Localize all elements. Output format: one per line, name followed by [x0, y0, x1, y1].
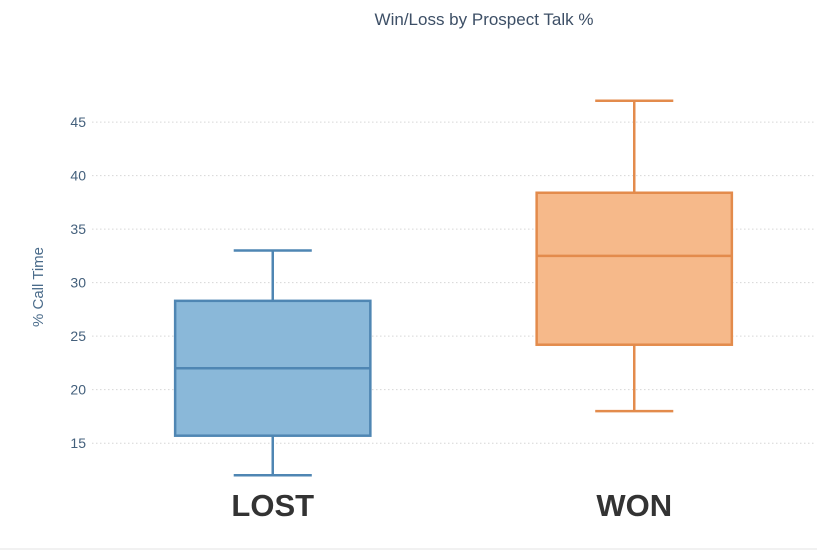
y-axis-label: % Call Time: [30, 247, 47, 327]
box-series: [173, 99, 734, 477]
y-tick-label-30: 30: [70, 275, 86, 291]
y-tick-label-40: 40: [70, 168, 86, 184]
category-labels: LOST WON: [231, 488, 672, 523]
category-label-won: WON: [596, 488, 672, 523]
box-won: [535, 99, 734, 413]
y-tick-label-15: 15: [70, 435, 86, 451]
category-label-lost: LOST: [231, 488, 314, 523]
y-tick-label-20: 20: [70, 382, 86, 398]
y-tick-label-45: 45: [70, 114, 86, 130]
y-axis-ticks: 15 20 25 30 35 40 45: [70, 114, 86, 451]
iqr-box-won: [535, 191, 734, 346]
y-tick-label-25: 25: [70, 328, 86, 344]
chart-title: Win/Loss by Prospect Talk %: [375, 10, 594, 29]
y-tick-label-35: 35: [70, 221, 86, 237]
box-lost: [173, 249, 372, 477]
